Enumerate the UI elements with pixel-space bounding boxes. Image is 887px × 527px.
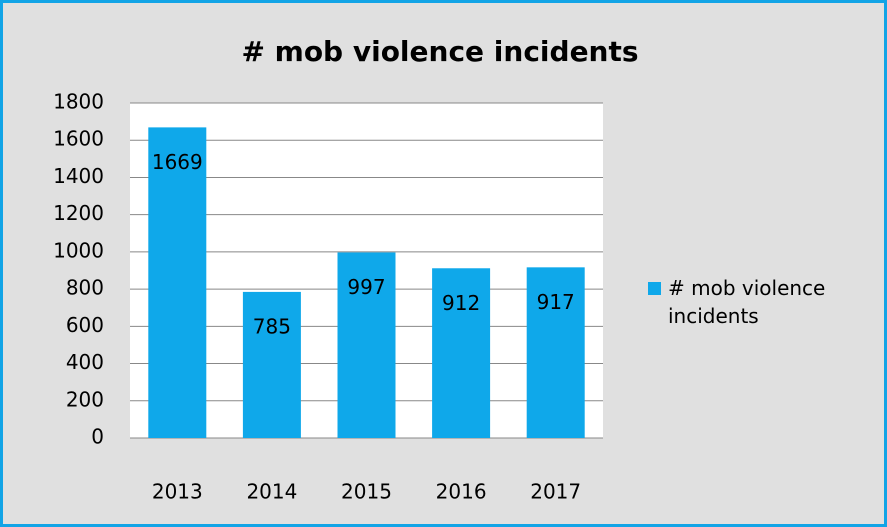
- data-label: 912: [442, 291, 480, 315]
- bar: [526, 267, 585, 438]
- legend: # mob violence incidents: [648, 274, 878, 330]
- bar: [242, 291, 301, 438]
- chart-title: # mob violence incidents: [241, 35, 638, 68]
- legend-swatch: [648, 282, 661, 295]
- y-tick-label: 600: [66, 313, 104, 337]
- y-tick-label: 200: [66, 387, 104, 411]
- y-tick-label: 400: [66, 350, 104, 374]
- y-tick-label: 1000: [53, 238, 104, 262]
- x-tick-label: 2015: [341, 480, 392, 504]
- data-label: 1669: [152, 150, 203, 174]
- y-tick-label: 800: [66, 276, 104, 300]
- y-tick-label: 1800: [53, 90, 104, 114]
- y-tick-label: 0: [91, 425, 104, 449]
- x-tick-label: 2014: [246, 480, 297, 504]
- data-label: 917: [537, 290, 575, 314]
- data-label: 785: [253, 314, 291, 338]
- legend-label: # mob violence incidents: [668, 276, 826, 328]
- bar: [148, 127, 207, 438]
- x-tick-label: 2013: [152, 480, 203, 504]
- y-tick-label: 1200: [53, 201, 104, 225]
- bar: [337, 252, 396, 438]
- y-tick-label: 1600: [53, 127, 104, 151]
- y-tick-label: 1400: [53, 164, 104, 188]
- x-tick-label: 2016: [436, 480, 487, 504]
- bar: [432, 268, 491, 438]
- data-label: 997: [347, 275, 385, 299]
- x-tick-label: 2017: [530, 480, 581, 504]
